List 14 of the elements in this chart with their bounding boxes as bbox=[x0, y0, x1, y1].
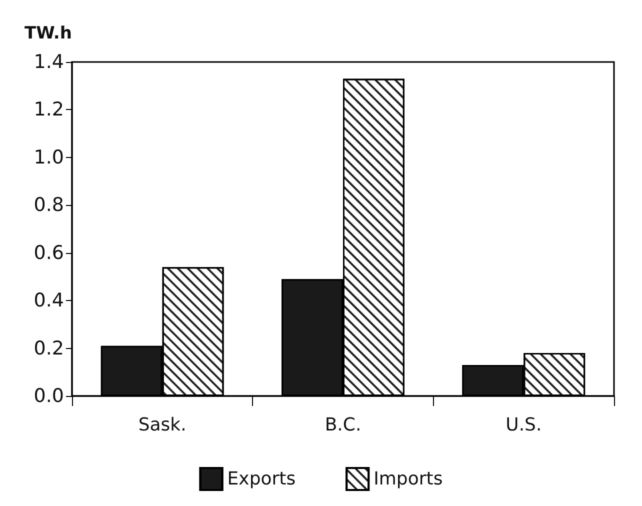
y-tick-label: 0.6 bbox=[34, 242, 64, 264]
x-tick-label: Sask. bbox=[138, 414, 186, 436]
y-tick-label: 0.0 bbox=[34, 385, 64, 407]
y-axis-title: TW.h bbox=[24, 24, 72, 44]
legend-label: Imports bbox=[374, 468, 443, 490]
y-tick-label: 0.8 bbox=[34, 194, 64, 216]
y-tick-label: 0.4 bbox=[34, 290, 64, 312]
y-tick-label: 1.2 bbox=[34, 98, 64, 121]
y-tick-label: 0.2 bbox=[34, 337, 64, 360]
legend-label: Exports bbox=[227, 468, 296, 490]
x-tick-label: B.C. bbox=[324, 414, 362, 436]
y-tick-label: 1.4 bbox=[34, 51, 64, 73]
y-tick-label: 1.0 bbox=[34, 146, 64, 168]
x-tick-label: U.S. bbox=[506, 414, 542, 436]
